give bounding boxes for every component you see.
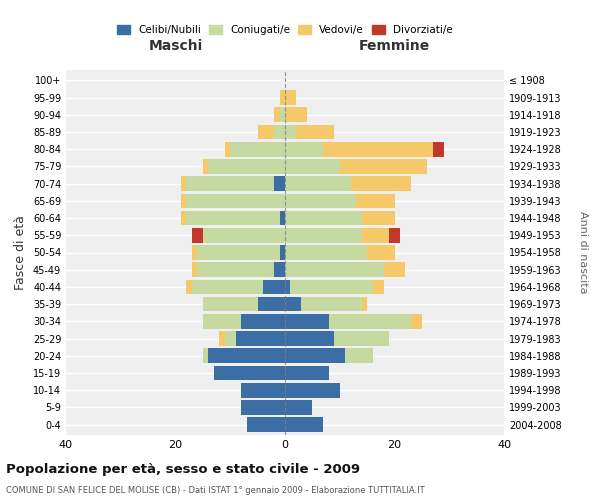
Bar [181,176,187,191]
Bar [181,210,187,226]
Bar [285,159,340,174]
Bar [214,366,285,380]
Bar [362,210,395,226]
Bar [187,194,285,208]
Bar [356,194,395,208]
Bar [285,245,367,260]
Bar [247,418,285,432]
Bar [208,348,285,363]
Bar [285,297,301,312]
Bar [285,280,290,294]
Legend: Celibi/Nubili, Coniugati/e, Vedovi/e, Divorziati/e: Celibi/Nubili, Coniugati/e, Vedovi/e, Di… [113,20,457,39]
Bar [411,314,422,328]
Bar [257,297,285,312]
Bar [296,124,334,140]
Bar [290,280,373,294]
Bar [225,332,236,346]
Bar [197,262,274,277]
Bar [203,228,285,242]
Bar [285,314,329,328]
Y-axis label: Fasce di età: Fasce di età [14,215,27,290]
Bar [203,348,208,363]
Bar [334,332,389,346]
Bar [433,142,444,156]
Bar [367,245,395,260]
Bar [280,245,285,260]
Text: COMUNE DI SAN FELICE DEL MOLISE (CB) - Dati ISTAT 1° gennaio 2009 - Elaborazione: COMUNE DI SAN FELICE DEL MOLISE (CB) - D… [6,486,425,495]
Bar [192,228,203,242]
Bar [362,228,389,242]
Bar [285,108,307,122]
Bar [241,314,285,328]
Bar [350,176,411,191]
Bar [280,210,285,226]
Bar [373,280,383,294]
Text: Femmine: Femmine [359,39,430,53]
Bar [345,348,373,363]
Bar [220,332,225,346]
Bar [263,280,285,294]
Bar [285,418,323,432]
Text: Popolazione per età, sesso e stato civile - 2009: Popolazione per età, sesso e stato civil… [6,462,360,475]
Bar [208,159,285,174]
Bar [236,332,285,346]
Bar [274,262,285,277]
Bar [285,90,296,105]
Bar [187,176,274,191]
Bar [192,262,197,277]
Bar [197,245,280,260]
Bar [285,194,356,208]
Bar [192,280,263,294]
Bar [362,297,367,312]
Bar [285,366,329,380]
Bar [187,210,280,226]
Bar [285,176,350,191]
Bar [285,383,340,398]
Bar [285,400,313,415]
Bar [225,142,230,156]
Bar [181,194,187,208]
Bar [192,245,197,260]
Bar [280,90,285,105]
Text: Maschi: Maschi [148,39,203,53]
Bar [257,124,274,140]
Bar [187,280,192,294]
Bar [241,400,285,415]
Bar [274,108,280,122]
Bar [285,210,362,226]
Bar [340,159,427,174]
Bar [329,314,411,328]
Bar [389,228,400,242]
Bar [274,124,285,140]
Bar [285,142,323,156]
Y-axis label: Anni di nascita: Anni di nascita [578,211,588,294]
Bar [323,142,433,156]
Bar [274,176,285,191]
Bar [285,262,383,277]
Bar [383,262,406,277]
Bar [301,297,362,312]
Bar [285,124,296,140]
Bar [203,314,241,328]
Bar [285,348,345,363]
Bar [203,159,208,174]
Bar [230,142,285,156]
Bar [285,228,362,242]
Bar [203,297,257,312]
Bar [241,383,285,398]
Bar [285,332,334,346]
Bar [280,108,285,122]
